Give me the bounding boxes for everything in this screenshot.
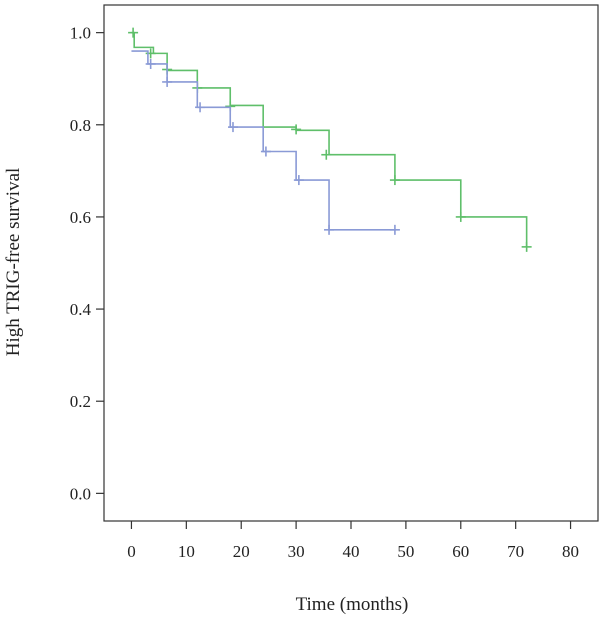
- y-axis-title: High TRIG-free survival: [3, 168, 24, 357]
- x-tick-label: 70: [507, 542, 524, 561]
- x-tick-label: 40: [343, 542, 360, 561]
- x-tick-label: 20: [233, 542, 250, 561]
- censor-mark: [195, 102, 206, 113]
- censor-mark: [293, 175, 304, 186]
- x-tick-label: 60: [452, 542, 469, 561]
- y-tick-label: 0.0: [70, 484, 91, 503]
- censor-mark: [389, 224, 400, 235]
- series-layer: [128, 27, 532, 252]
- censor-mark: [128, 27, 139, 38]
- y-tick-label: 0.2: [70, 392, 91, 411]
- y-tick-label: 0.8: [70, 116, 91, 135]
- y-tick-label: 0.6: [70, 208, 91, 227]
- x-axis-title: Time (months): [296, 594, 409, 615]
- x-axis: 0 10 20 30 40 50 60 70 80: [127, 521, 579, 561]
- censor-mark: [324, 224, 335, 235]
- y-tick-label: 0.4: [70, 300, 92, 319]
- censor-mark: [521, 241, 532, 252]
- censor-mark: [260, 146, 271, 157]
- survival-curve: [131, 31, 528, 247]
- y-tick-label: 1.0: [70, 24, 91, 43]
- series-1: [131, 50, 400, 235]
- y-axis: 0.0 0.2 0.4 0.6 0.8 1.0: [70, 24, 104, 503]
- x-tick-label: 10: [178, 542, 195, 561]
- censor-mark: [162, 76, 173, 87]
- survival-curve: [131, 50, 395, 231]
- series-0: [128, 27, 532, 252]
- censor-mark: [145, 58, 156, 69]
- censor-mark: [389, 175, 400, 186]
- censor-mark: [455, 211, 466, 222]
- x-tick-label: 0: [127, 542, 136, 561]
- censor-mark: [227, 122, 238, 133]
- censor-mark: [321, 149, 332, 160]
- censor-mark: [291, 124, 302, 135]
- x-tick-label: 50: [397, 542, 414, 561]
- x-tick-label: 80: [562, 542, 579, 561]
- x-tick-label: 30: [288, 542, 305, 561]
